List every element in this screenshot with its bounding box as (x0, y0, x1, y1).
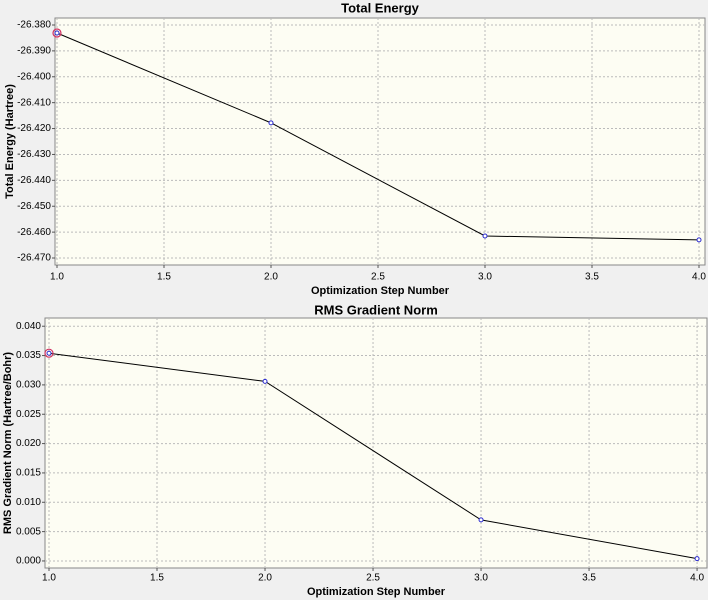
y-tick-label: 0.010 (16, 497, 41, 508)
x-tick-label: 2.0 (258, 573, 272, 584)
x-tick-label: 4.0 (692, 272, 706, 283)
y-tick-label: -26.420 (17, 123, 51, 134)
x-tick-label: 1.5 (157, 272, 171, 283)
y-tick-label: 0.020 (16, 438, 41, 449)
data-point (268, 120, 274, 126)
y-axis-label: RMS Gradient Norm (Hartree/Bohr) (2, 352, 14, 534)
plot-area (54, 17, 706, 266)
data-point (696, 237, 702, 243)
x-tick-label: 3.0 (478, 272, 492, 283)
x-tick-label: 2.0 (264, 272, 278, 283)
y-tick-label: -26.430 (17, 149, 51, 160)
data-point (54, 30, 60, 36)
y-tick-label: -26.390 (17, 46, 51, 57)
x-tick-label: 1.0 (50, 272, 64, 283)
y-tick-label: 0.000 (16, 556, 41, 567)
y-tick-label: 0.025 (16, 409, 41, 420)
x-tick-label: 1.0 (42, 573, 56, 584)
x-tick-label: 2.5 (371, 272, 385, 283)
plot-area (44, 317, 708, 569)
chart-title: Total Energy (341, 0, 420, 15)
selected-point-highlight (44, 348, 54, 358)
y-tick-label: -26.440 (17, 175, 51, 186)
data-point (482, 233, 488, 239)
x-axis-label: Optimization Step Number (311, 285, 450, 297)
y-tick-label: 0.005 (16, 526, 41, 537)
y-tick-label: -26.470 (17, 253, 51, 264)
x-tick-label: 1.5 (150, 573, 164, 584)
y-tick-label: 0.030 (16, 380, 41, 391)
y-tick-label: -26.410 (17, 97, 51, 108)
x-axis-label: Optimization Step Number (307, 586, 446, 598)
y-axis-label: Total Energy (Hartree) (4, 84, 16, 199)
y-tick-label: 0.040 (16, 321, 41, 332)
selected-point-highlight (52, 28, 62, 38)
data-point (478, 517, 484, 523)
x-tick-label: 4.0 (690, 573, 704, 584)
x-tick-label: 3.5 (582, 573, 596, 584)
data-point (46, 350, 52, 356)
x-tick-label: 3.5 (585, 272, 599, 283)
y-tick-label: -26.380 (17, 20, 51, 31)
y-tick-label: 0.015 (16, 468, 41, 479)
y-tick-label: -26.400 (17, 71, 51, 82)
x-tick-label: 3.0 (474, 573, 488, 584)
y-tick-label: -26.450 (17, 201, 51, 212)
chart-title: RMS Gradient Norm (314, 302, 438, 317)
series-line (48, 352, 698, 560)
y-tick-label: 0.035 (16, 350, 41, 361)
y-tick-label: -26.460 (17, 227, 51, 238)
data-point (262, 378, 268, 384)
series-line (56, 32, 700, 241)
x-tick-label: 2.5 (366, 573, 380, 584)
data-point (694, 556, 700, 562)
